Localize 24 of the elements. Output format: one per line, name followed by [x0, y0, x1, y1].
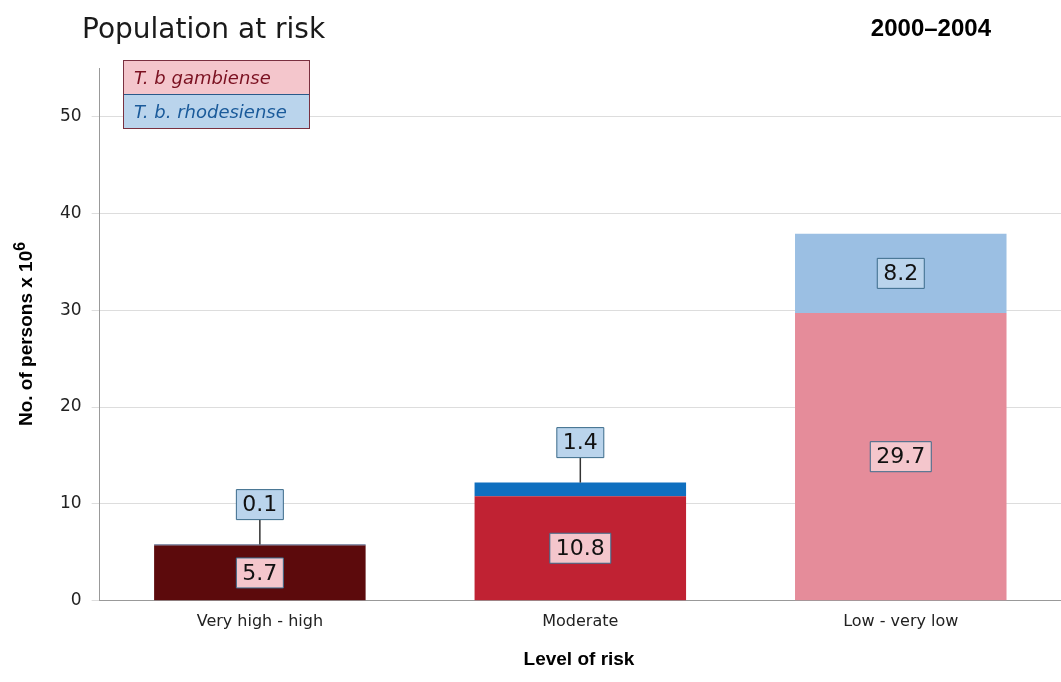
bar	[795, 233, 1007, 314]
chart-title: Population at risk	[82, 12, 326, 45]
text: T. b gambiense	[124, 61, 309, 94]
x-axis-title: Level of risk	[523, 648, 635, 670]
bar	[474, 482, 687, 497]
x-tick-label: Moderate	[542, 610, 619, 630]
y-tick-label: 0	[70, 589, 82, 610]
text: T. b. rhodesiense	[124, 94, 309, 128]
x-tick-label: Very high - high	[196, 610, 324, 630]
data-label: 1.4	[562, 429, 598, 455]
y-tick-label: 20	[59, 395, 82, 416]
chart-subtitle: 2000–2004	[870, 14, 991, 42]
data-label: 8.2	[883, 260, 919, 286]
bar	[474, 496, 687, 601]
y-tick-label: 10	[59, 492, 82, 513]
data-label: 10.8	[555, 534, 605, 560]
data-label: 29.7	[876, 443, 926, 469]
y-tick-label: 30	[59, 298, 82, 319]
data-label: 5.7	[242, 559, 278, 585]
data-label: 0.1	[242, 491, 278, 517]
bar	[795, 313, 1007, 601]
y-tick-label: 40	[59, 201, 82, 222]
y-tick-label: 50	[59, 104, 82, 125]
x-tick-label: Low - very low	[843, 610, 959, 630]
